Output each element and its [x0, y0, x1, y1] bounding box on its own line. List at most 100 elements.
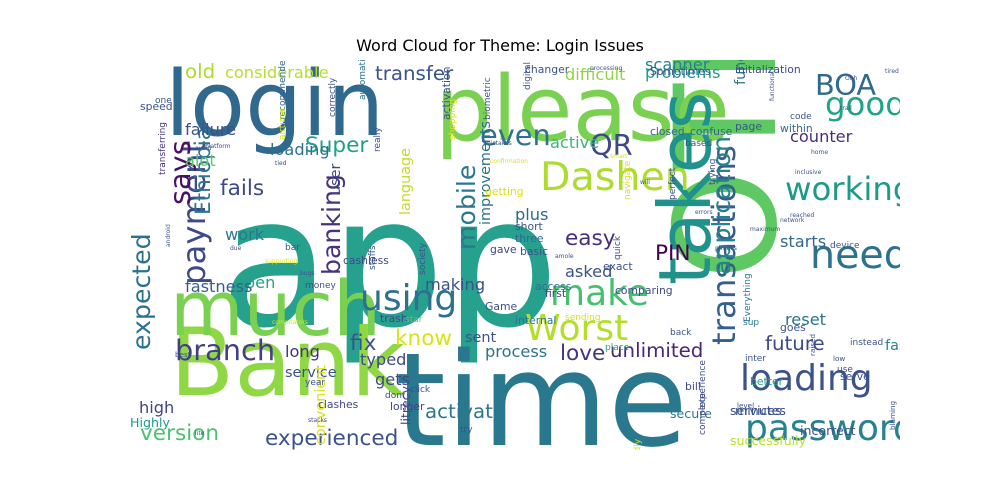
word-password: password — [745, 408, 900, 449]
word-transferring: transferring — [158, 122, 168, 175]
word-sent: sent — [465, 330, 496, 346]
word-short: short — [515, 220, 543, 233]
word-counter: counter — [790, 127, 853, 146]
word-service: service — [285, 365, 337, 381]
word-successfully: successfully — [730, 433, 807, 448]
word-sending: sending — [565, 313, 601, 323]
word-access: access — [535, 280, 572, 293]
word-gets: gets — [375, 370, 410, 389]
word-try: try — [460, 425, 473, 435]
word-digital: digital — [523, 62, 533, 90]
word-minutes: minutes — [735, 403, 786, 418]
word-active: active — [550, 133, 599, 152]
word-errors: errors — [695, 209, 713, 216]
word-branch: branch — [175, 333, 275, 367]
word-bill: bill — [685, 380, 701, 393]
word-super: Super — [305, 133, 368, 158]
word-processing: processing — [590, 65, 623, 72]
word-level: level — [737, 401, 754, 410]
word-bank: Bank — [170, 309, 405, 418]
word-sometimes: Sometimes — [650, 65, 711, 78]
word-application: application — [707, 136, 736, 275]
word-compitators: compitators — [272, 319, 308, 326]
word-please: please — [435, 60, 730, 162]
word-pin: PIN — [655, 241, 691, 266]
word-staffs: staffs — [368, 245, 378, 270]
word-expected: expected — [127, 233, 156, 350]
word-android: android — [165, 224, 172, 247]
word-good: good — [825, 85, 900, 123]
word-home: home — [811, 149, 828, 156]
chart-title: Word Cloud for Theme: Login Issues — [356, 36, 644, 55]
word-confuse: confuse — [690, 125, 733, 138]
word-amole: amole — [555, 253, 574, 260]
word-scanner: scanner — [645, 60, 710, 74]
word-know: know — [395, 326, 452, 351]
word-complete: complete — [698, 392, 708, 435]
word-incorrect: incorrect — [800, 423, 856, 438]
word-confirmation: confirmation — [490, 158, 528, 165]
word-need: need — [810, 232, 900, 278]
word-ohh: Ohh — [845, 75, 858, 82]
word-getting: getting — [485, 185, 524, 198]
word-starts: starts — [780, 232, 826, 251]
word-activation: activation — [440, 67, 453, 120]
word-services: services — [730, 403, 782, 418]
word-raised: raised — [808, 334, 817, 356]
word-typed: typed — [360, 350, 406, 369]
word-changer: changer — [525, 63, 570, 76]
word-future: future — [765, 332, 825, 355]
word-asked: asked — [565, 262, 612, 281]
word-quick: quick — [613, 235, 623, 260]
word-fix: fix — [350, 331, 377, 356]
word-speed: speed — [140, 100, 173, 113]
word-user: user — [328, 164, 344, 195]
word-love: love — [560, 341, 605, 366]
word-alot: alot — [185, 151, 216, 170]
word-process: process — [485, 342, 547, 361]
word-friendly: friendly — [633, 438, 643, 450]
word-avoid: avoid — [195, 145, 212, 152]
word-comparing: comparing — [615, 284, 673, 297]
word-takes: takes — [643, 92, 727, 285]
word-make: make — [550, 273, 649, 314]
word-fails: fails — [220, 176, 264, 201]
word-language: language — [398, 148, 414, 215]
word-improvements: improvements — [478, 121, 494, 225]
word-problems: problems — [645, 63, 720, 82]
word-reached: reached — [790, 212, 814, 219]
word-airtime: airtime — [278, 107, 288, 140]
word-internal: internal — [515, 314, 556, 327]
word-star: star — [405, 315, 423, 325]
word-functional: functional — [769, 71, 776, 101]
word-bugs: bugs — [300, 270, 315, 277]
word-even: even — [480, 118, 551, 152]
word-functionality: functionality — [733, 60, 749, 85]
word-instead: instead — [850, 338, 883, 348]
word-three: three — [515, 232, 544, 245]
word-loading: loading — [740, 358, 873, 399]
word-gave: gave — [490, 243, 517, 256]
word-bar: bar — [285, 243, 300, 253]
word-tied: tied — [275, 160, 287, 167]
word-high: high — [139, 398, 174, 417]
word-based: based — [685, 139, 712, 149]
word-worst: Worst — [525, 308, 628, 349]
word-making: making — [425, 275, 485, 294]
word-plus: plus — [515, 205, 548, 224]
word-clashes: clashes — [318, 398, 359, 411]
word-longer: longer — [390, 400, 425, 413]
word-boa: BOA — [815, 68, 876, 102]
word-due: due — [230, 245, 242, 252]
word-platform: platform — [205, 143, 231, 150]
word-device: device — [830, 241, 860, 251]
word-maximum: maximum — [750, 226, 780, 233]
word-reset: reset — [785, 310, 826, 329]
word-one: one — [155, 96, 172, 106]
word-banking: banking — [317, 174, 346, 275]
word-sup: sup — [743, 318, 759, 328]
word-initialization: initialization — [735, 63, 801, 76]
word-supporting: supporting — [265, 258, 298, 265]
